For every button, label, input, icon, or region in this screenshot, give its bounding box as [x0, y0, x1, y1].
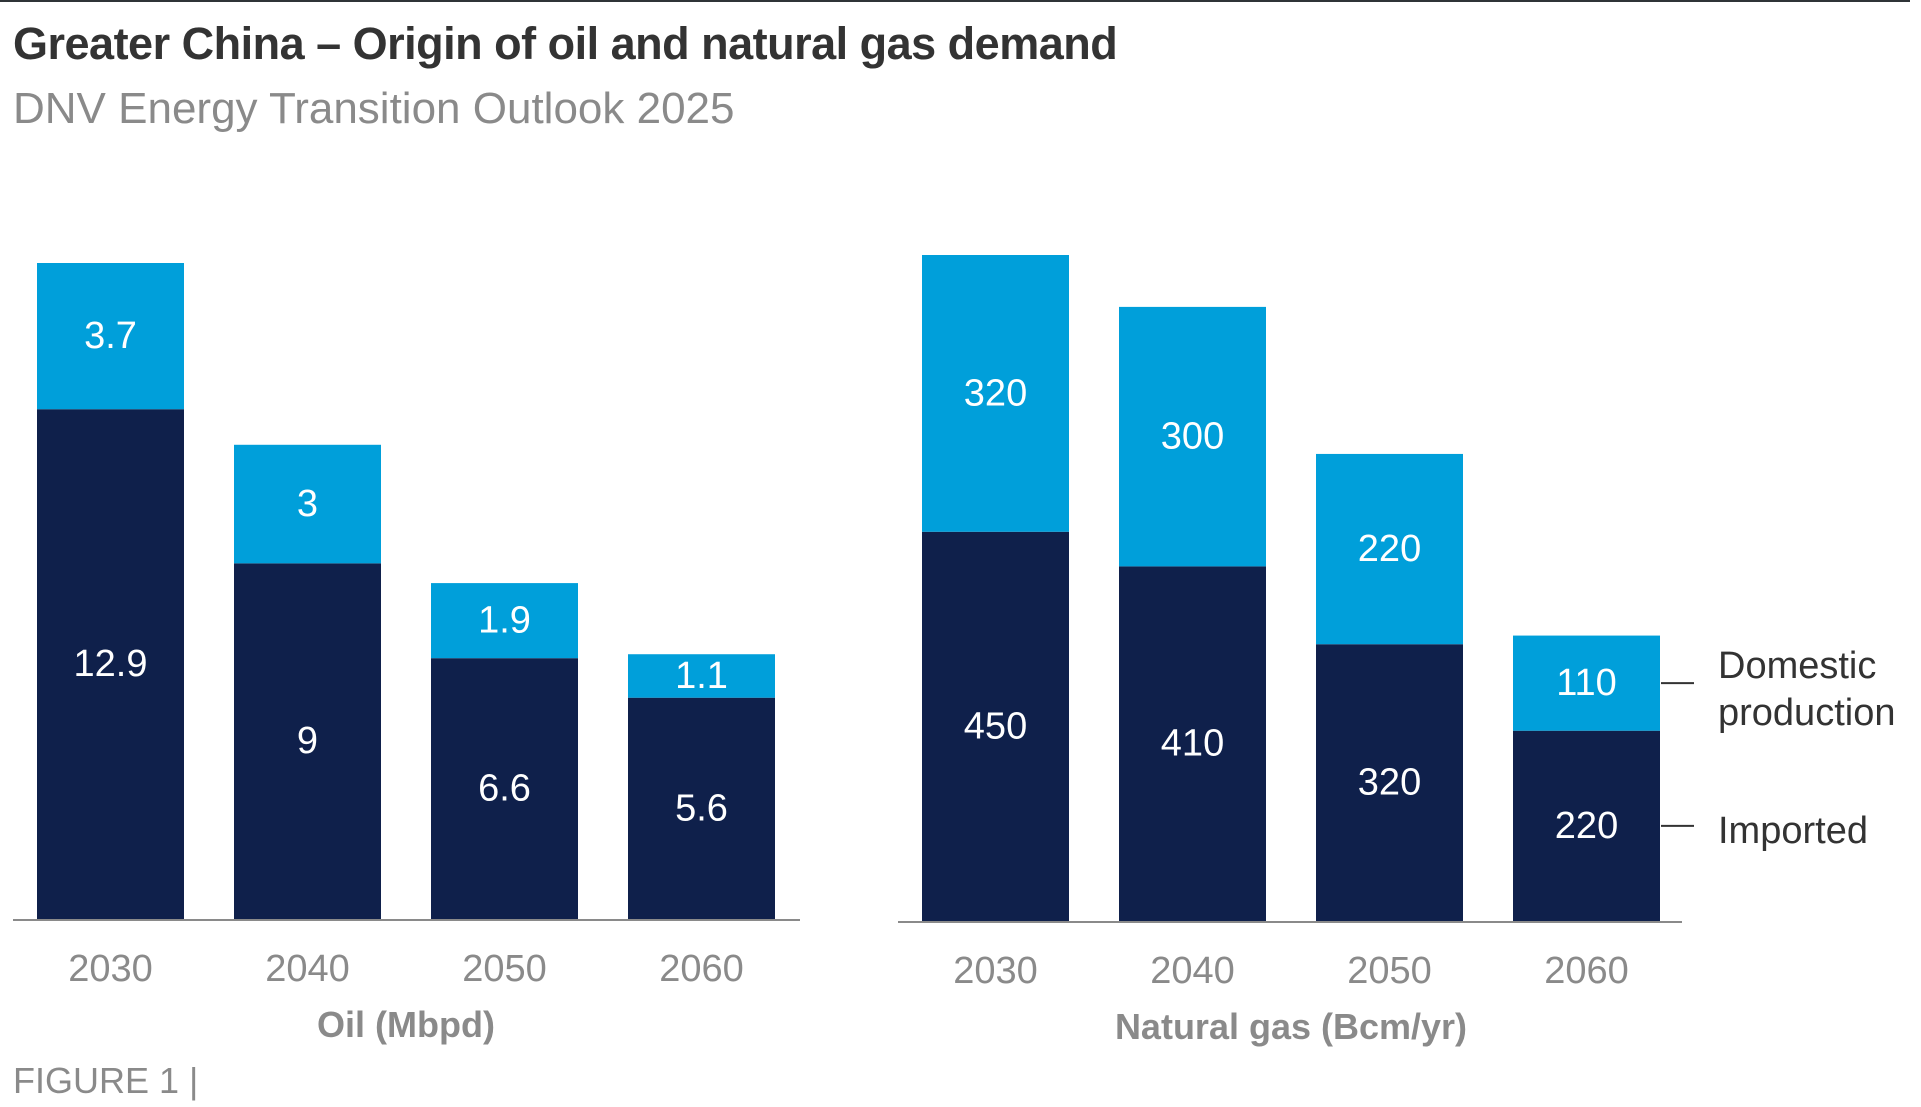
gas-tick-2060: 2060 [1544, 950, 1629, 992]
chart-subtitle: DNV Energy Transition Outlook 2025 [13, 84, 735, 133]
oil-bar-imported-2060 [628, 697, 775, 919]
gas-label-imported-2040: 410 [1161, 723, 1224, 765]
oil-label-imported-2060: 5.6 [675, 787, 728, 829]
gas-tick-2040: 2040 [1150, 950, 1235, 992]
oil-bar-imported-2030 [37, 409, 184, 919]
gas-bar-imported-2040 [1119, 566, 1266, 921]
oil-bar-imported-2050 [431, 658, 578, 919]
gas-label-domestic-2060: 110 [1556, 662, 1617, 704]
oil-bar-imported-2040 [234, 563, 381, 919]
oil-bar-domestic-2050 [431, 583, 578, 659]
gas-label-imported-2050: 320 [1358, 762, 1421, 804]
gas-tick-2030: 2030 [953, 950, 1038, 992]
oil-label-imported-2050: 6.6 [478, 768, 531, 810]
oil-axis-title: Oil (Mbpd) [317, 1004, 495, 1045]
gas-bar-domestic-2040 [1119, 306, 1266, 567]
gas-label-domestic-2050: 220 [1358, 528, 1421, 570]
oil-label-imported-2040: 9 [297, 720, 318, 762]
oil-label-imported-2030: 12.9 [74, 643, 148, 685]
oil-label-domestic-2030: 3.7 [84, 315, 137, 357]
oil-label-domestic-2050: 1.9 [478, 600, 531, 642]
oil-label-domestic-2060: 1.1 [675, 655, 728, 697]
gas-bar-imported-2060 [1513, 730, 1660, 921]
legend-label-domestic-1: Domestic [1718, 645, 1876, 687]
gas-label-imported-2060: 220 [1555, 805, 1618, 847]
figure-label: FIGURE 1 | [13, 1060, 199, 1101]
gas-chart: 450 320 2030 410 300 2040 320 220 2050 220 110 2060… [898, 255, 1682, 1047]
gas-label-domestic-2040: 300 [1161, 416, 1224, 458]
gas-bar-domestic-2060 [1513, 635, 1660, 731]
oil-bar-domestic-2040 [234, 444, 381, 564]
gas-label-domestic-2030: 320 [964, 372, 1027, 414]
legend-label-domestic-2: production [1718, 692, 1895, 734]
gas-axis-title: Natural gas (Bcm/yr) [1115, 1006, 1467, 1047]
gas-bar-imported-2050 [1316, 644, 1463, 921]
legend: Domestic production Imported [1661, 645, 1895, 852]
gas-bar-domestic-2030 [922, 255, 1069, 532]
oil-tick-2050: 2050 [462, 948, 547, 990]
oil-tick-2060: 2060 [659, 948, 744, 990]
oil-tick-2040: 2040 [265, 948, 350, 990]
legend-label-imported: Imported [1718, 810, 1868, 852]
gas-tick-2050: 2050 [1347, 950, 1432, 992]
chart-title: Greater China – Origin of oil and natura… [13, 18, 1118, 69]
gas-bar-imported-2030 [922, 531, 1069, 921]
top-rule [0, 0, 1910, 2]
gas-bar-domestic-2050 [1316, 453, 1463, 645]
gas-label-imported-2030: 450 [964, 705, 1027, 747]
oil-chart: 12.9 3.7 2030 9 3 2040 6.6 1.9 2050 5.6 1.1 2060 Oil… [13, 263, 800, 1045]
oil-bar-domestic-2030 [37, 263, 184, 410]
oil-tick-2030: 2030 [68, 948, 153, 990]
oil-bar-domestic-2060 [628, 654, 775, 698]
oil-label-domestic-2040: 3 [297, 483, 318, 525]
